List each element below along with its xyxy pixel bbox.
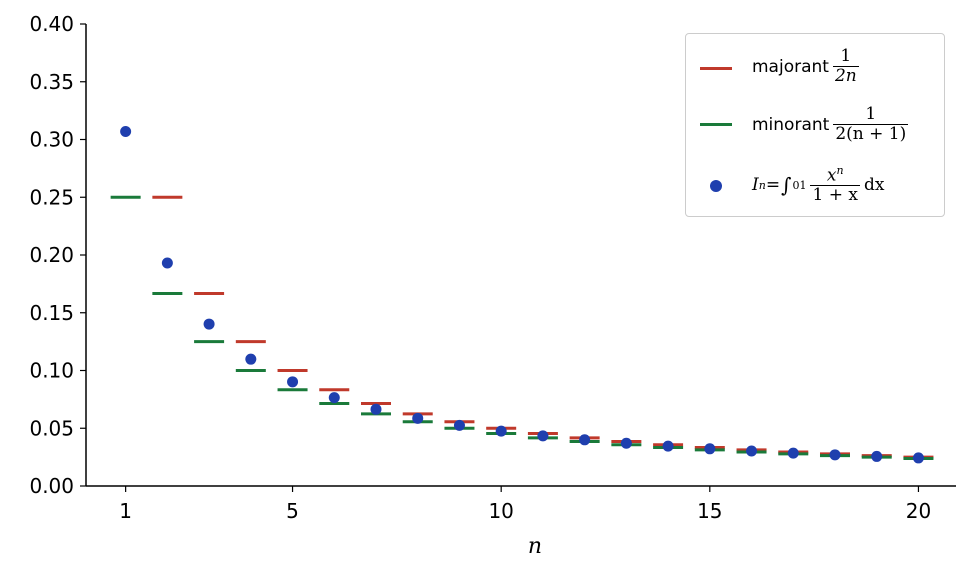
y-tick-label: 0.30: [29, 128, 74, 152]
x-tick-label: 15: [697, 499, 722, 523]
data-point-integral: [245, 353, 257, 365]
legend-minorant-num: 1: [865, 104, 877, 125]
legend-integral-sub: n: [758, 178, 766, 192]
data-point-integral: [537, 430, 549, 442]
data-point-integral: [495, 425, 507, 437]
legend-majorant-swatch: [700, 67, 732, 70]
data-point-integral: [120, 126, 132, 138]
x-tick-label: 5: [286, 499, 299, 523]
data-point-integral: [829, 449, 841, 461]
legend-majorant-num: 1: [840, 46, 852, 67]
data-point-integral: [912, 452, 924, 464]
y-tick-label: 0.20: [29, 243, 74, 267]
chart-axes: 0.000.050.100.150.200.250.300.350.401 5 10…: [29, 12, 956, 523]
data-point-integral: [579, 434, 591, 446]
data-point-integral: [370, 403, 382, 415]
data-point-integral: [328, 392, 340, 404]
y-tick-label: 0.00: [29, 474, 74, 498]
legend-integral-lower: 0: [792, 178, 800, 192]
x-tick-label: 10: [488, 499, 513, 523]
data-point-integral: [453, 419, 465, 431]
legend-minorant-word: minorant: [752, 115, 830, 135]
legend-integral-fraction: xn 1 + x: [810, 165, 860, 206]
legend-integral-num: x: [826, 165, 837, 186]
data-point-integral: [161, 257, 173, 269]
legend-item-majorant: majorant 1 2n: [686, 42, 944, 92]
legend-integral-upper: 1: [799, 178, 807, 192]
legend-integral-num-sup: n: [836, 163, 844, 177]
data-point-integral: [787, 447, 799, 459]
data-point-integral: [287, 376, 299, 388]
y-tick-label: 0.05: [29, 416, 74, 440]
data-point-integral: [203, 318, 215, 330]
legend-majorant-fraction: 1 2n: [832, 46, 859, 86]
legend-integral-lhs: I: [752, 175, 759, 195]
x-tick-label: 1: [119, 499, 132, 523]
legend-majorant-den: 2n: [832, 66, 859, 86]
legend-minorant-fraction: 1 2(n + 1): [833, 104, 909, 144]
y-tick-label: 0.15: [29, 301, 74, 325]
data-point-integral: [412, 412, 424, 424]
y-tick-label: 0.35: [29, 70, 74, 94]
legend-integral-eq: =: [765, 175, 781, 195]
data-point-integral: [704, 443, 716, 455]
data-point-integral: [620, 437, 632, 449]
y-tick-label: 0.40: [29, 12, 74, 36]
legend-minorant-swatch: [700, 123, 732, 126]
legend-minorant-den: 2(n + 1): [833, 124, 909, 144]
y-tick-label: 0.10: [29, 359, 74, 383]
legend-integral-den: 1 + x: [810, 185, 860, 206]
legend-majorant-word: majorant: [752, 57, 829, 77]
legend-integral-sign: ∫: [781, 173, 792, 197]
chart-marks: [110, 126, 934, 464]
data-point-integral: [871, 450, 883, 462]
legend-integral-dx: dx: [863, 175, 885, 195]
legend-integral-swatch: [710, 180, 722, 192]
data-point-integral: [746, 445, 758, 457]
legend-integral-num-wrap: xn: [825, 165, 846, 186]
y-tick-label: 0.25: [29, 185, 74, 209]
data-point-integral: [662, 440, 674, 452]
legend-item-minorant: minorant 1 2(n + 1): [686, 100, 944, 150]
x-axis-label: n: [528, 534, 542, 559]
x-tick-label: 20: [906, 499, 931, 523]
